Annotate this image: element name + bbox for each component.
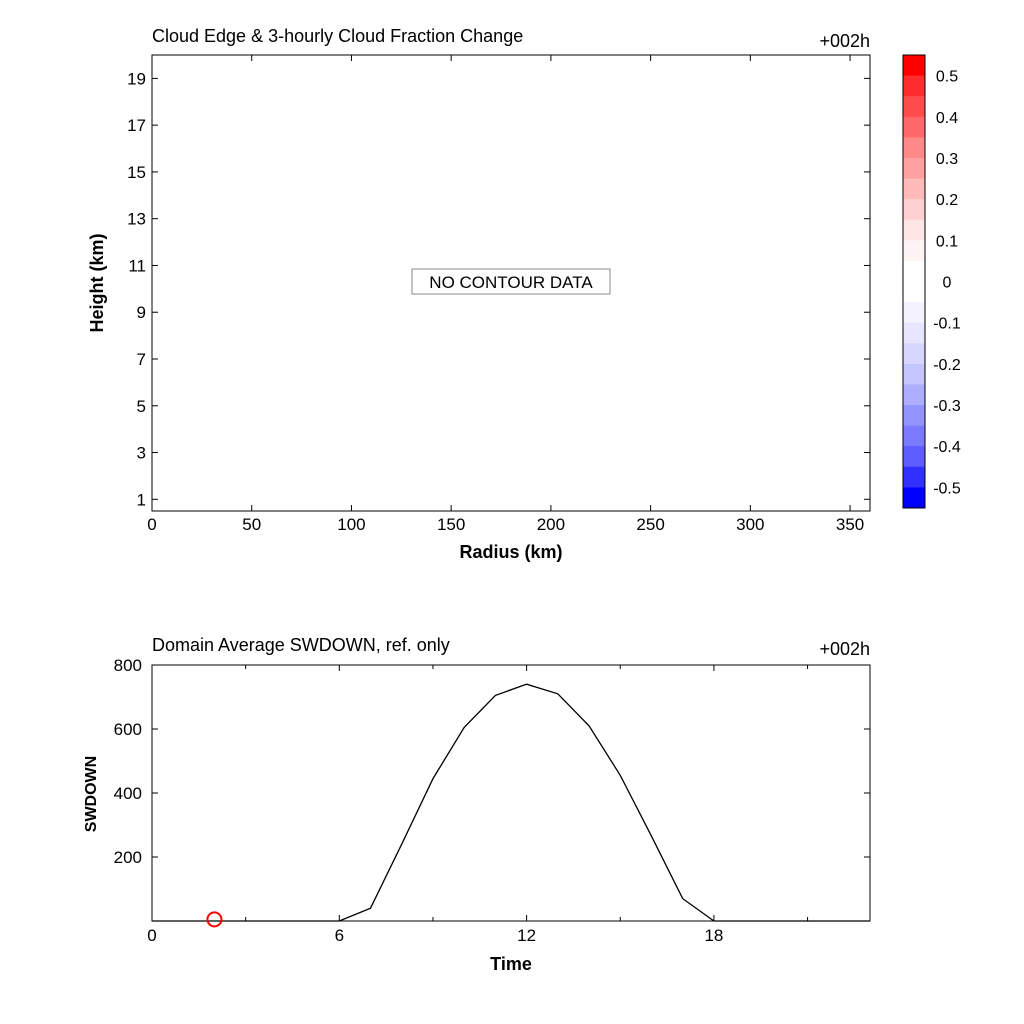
bottom-y-tick-label: 400 <box>114 784 142 803</box>
colorbar-frame <box>902 54 926 509</box>
colorbar-tick-label: -0.3 <box>933 398 961 415</box>
top-x-tick-label: 150 <box>437 515 465 534</box>
top-x-tick-label: 200 <box>537 515 565 534</box>
colorbar-segment <box>903 425 925 447</box>
colorbar-segment <box>903 466 925 488</box>
colorbar-tick-label: 0.1 <box>936 233 958 250</box>
top-x-tick-label: 50 <box>242 515 261 534</box>
bottom-y-axis-label: SWDOWN <box>83 756 100 832</box>
colorbar-segment <box>903 240 925 262</box>
bottom-chart-title: Domain Average SWDOWN, ref. only <box>152 635 450 655</box>
colorbar-tick-label: -0.1 <box>933 316 961 333</box>
bottom-y-tick-label: 200 <box>114 848 142 867</box>
top-y-tick-label: 19 <box>127 69 146 88</box>
colorbar-segment <box>903 322 925 344</box>
top-y-tick-label: 7 <box>137 350 146 369</box>
bottom-y-axis: 200 400 600 800 <box>114 656 870 867</box>
colorbar-segment <box>903 363 925 385</box>
colorbar-segment <box>903 487 925 509</box>
colorbar-segment <box>903 75 925 97</box>
no-data-box <box>411 268 611 295</box>
colorbar-segment <box>903 260 925 282</box>
colorbar-tick-label: -0.4 <box>933 439 961 456</box>
colorbar-segment <box>903 178 925 200</box>
current-time-marker <box>206 911 223 928</box>
top-x-tick-label: 300 <box>736 515 764 534</box>
bottom-x-axis: 0 6 12 18 <box>147 665 809 945</box>
top-y-tick-label: 17 <box>127 116 146 135</box>
top-x-tick-label: 0 <box>147 515 156 534</box>
top-x-tick-label: 350 <box>836 515 864 534</box>
top-x-tick-label: 100 <box>337 515 365 534</box>
top-x-tick-label: 250 <box>636 515 664 534</box>
bottom-plot-frame <box>151 664 871 922</box>
colorbar-segment <box>903 343 925 365</box>
top-y-tick-label: 9 <box>137 303 146 322</box>
top-x-axis: 0 50 100 150 200 250 300 350 <box>147 55 864 534</box>
swdown-series-line <box>152 683 870 922</box>
colorbar-segment <box>903 219 925 241</box>
bottom-x-tick-label: 18 <box>704 926 723 945</box>
no-data-annotation: NO CONTOUR DATA <box>429 273 593 292</box>
bottom-x-tick-label: 12 <box>517 926 536 945</box>
colorbar-segment <box>903 199 925 221</box>
top-x-axis-label: Radius (km) <box>459 542 562 562</box>
cloud-fraction-panel: Cloud Edge & 3-hourly Cloud Fraction Cha… <box>87 26 961 562</box>
colorbar-segment <box>903 137 925 159</box>
top-chart-time-label: +002h <box>819 31 870 51</box>
colorbar-segment <box>903 384 925 406</box>
colorbar-segment <box>903 446 925 468</box>
colorbar-segment <box>903 157 925 180</box>
bottom-y-tick-label: 800 <box>114 656 142 675</box>
bottom-x-tick-label: 6 <box>335 926 344 945</box>
colorbar <box>903 55 925 509</box>
bottom-x-axis-label: Time <box>490 954 532 974</box>
colorbar-tick-label: 0.5 <box>936 69 958 86</box>
top-y-tick-label: 13 <box>127 210 146 229</box>
swdown-panel: Domain Average SWDOWN, ref. only +002h 0… <box>83 635 871 974</box>
top-y-axis-label: Height (km) <box>87 233 107 332</box>
colorbar-segment <box>903 116 925 138</box>
top-y-tick-label: 15 <box>127 163 146 182</box>
colorbar-tick-label: 0.4 <box>936 110 958 127</box>
colorbar-segment <box>903 405 925 427</box>
colorbar-tick-label: -0.5 <box>933 480 961 497</box>
colorbar-segment <box>903 281 925 303</box>
top-y-tick-label: 11 <box>128 256 146 275</box>
colorbar-segment <box>903 96 925 118</box>
colorbar-tick-label: -0.2 <box>933 357 961 374</box>
bottom-y-tick-label: 600 <box>114 720 142 739</box>
colorbar-tick-label: 0.3 <box>936 151 958 168</box>
top-chart-title: Cloud Edge & 3-hourly Cloud Fraction Cha… <box>152 26 523 46</box>
bottom-x-tick-label: 0 <box>147 926 156 945</box>
colorbar-segment <box>903 55 925 77</box>
colorbar-tick-label: 0.2 <box>936 192 958 209</box>
top-plot-frame <box>151 54 871 512</box>
top-y-tick-label: 1 <box>137 490 146 509</box>
bottom-chart-time-label: +002h <box>819 639 870 659</box>
top-y-tick-label: 3 <box>137 444 146 463</box>
top-y-tick-label: 5 <box>137 397 146 416</box>
colorbar-ticks: 0.5 0.4 0.3 0.2 0.1 0 -0.1 -0.2 -0.3 -0.4 -0.5 <box>933 69 961 498</box>
colorbar-tick-label: 0 <box>943 275 952 292</box>
colorbar-segment <box>903 302 925 324</box>
